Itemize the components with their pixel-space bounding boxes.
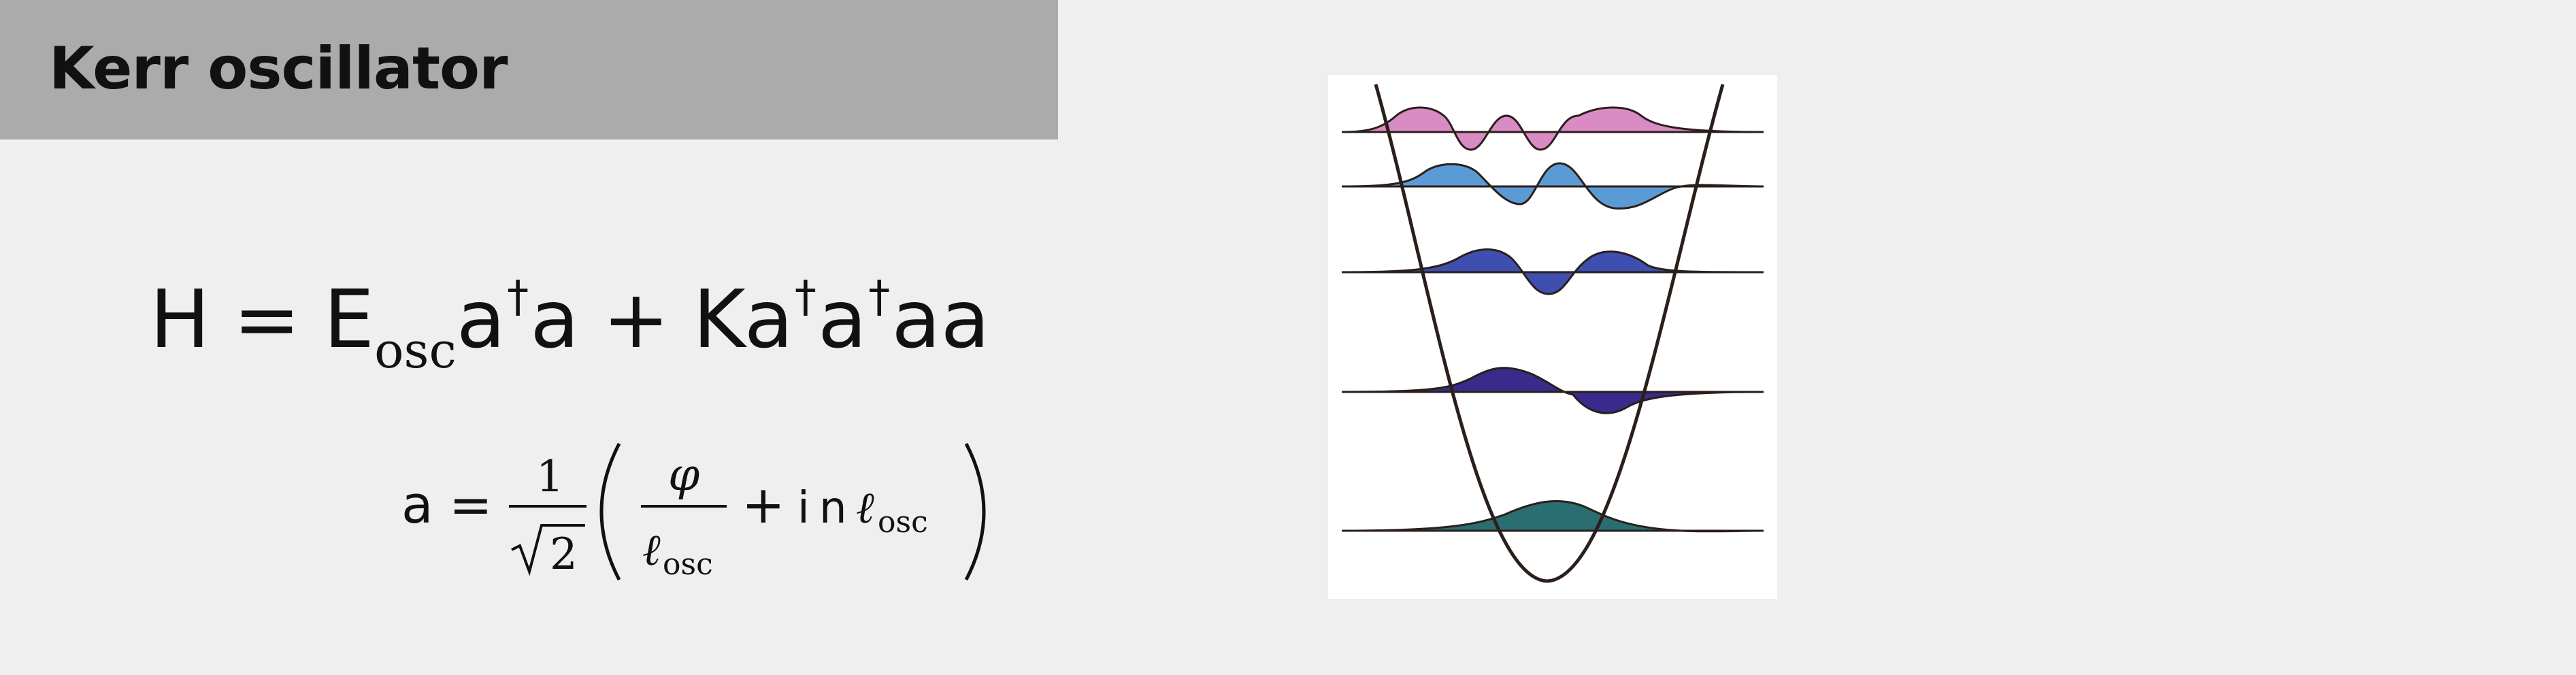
eq-dagger-2: † — [794, 272, 816, 323]
wavefunction-level-0 — [1341, 500, 1764, 533]
def-equals: = — [449, 474, 493, 535]
def-numerator: 1 — [536, 452, 564, 502]
def-n: n — [819, 483, 847, 533]
eq-dagger-1: † — [507, 272, 529, 323]
eq-energy: E — [323, 272, 375, 366]
wavefunction-figure — [1328, 75, 1777, 599]
def-ell-sub-1: osc — [663, 547, 713, 582]
eq-lhs: H — [150, 272, 210, 366]
eq-a1: a — [456, 272, 506, 366]
eq-a3: a — [744, 272, 793, 366]
wavefunction-level-4 — [1341, 106, 1764, 151]
def-ell-sub-2: osc — [878, 505, 928, 540]
def-phi: φ — [668, 448, 699, 501]
eq-equals: = — [233, 272, 301, 366]
slide-title: Kerr oscillator — [49, 35, 508, 103]
eq-a2: a — [530, 272, 580, 366]
eq-aa: aa — [891, 272, 990, 366]
title-bar: Kerr oscillator — [0, 0, 1058, 139]
harmonic-potential-curve — [1374, 84, 1725, 583]
def-sqrt-sign — [511, 524, 585, 576]
eq-energy-subscript: osc — [374, 322, 457, 379]
def-ell-2: ℓ — [856, 483, 874, 533]
wavefunction-level-1 — [1341, 367, 1764, 414]
def-left-paren — [599, 442, 621, 581]
eq-kerr: K — [693, 272, 744, 366]
eq-dagger-3: † — [868, 272, 891, 323]
def-radicand: 2 — [550, 529, 578, 580]
def-lhs: a — [401, 474, 433, 535]
def-right-paren — [964, 442, 986, 581]
def-plus: + — [742, 474, 785, 535]
ladder-equation-svg: a = 1 2 φ ℓ osc + i n ℓ osc — [401, 442, 986, 582]
eq-plus: + — [602, 272, 670, 366]
def-ell-1: ℓ — [642, 525, 661, 576]
hamiltonian-equation: H = Eosca†a + Ka†a†aa — [150, 276, 990, 375]
eq-a4: a — [817, 272, 868, 366]
wavefunction-svg — [1341, 84, 1764, 583]
def-i: i — [797, 483, 810, 533]
ladder-operator-definition: a = 1 2 φ ℓ osc + i n ℓ osc — [401, 435, 1014, 592]
